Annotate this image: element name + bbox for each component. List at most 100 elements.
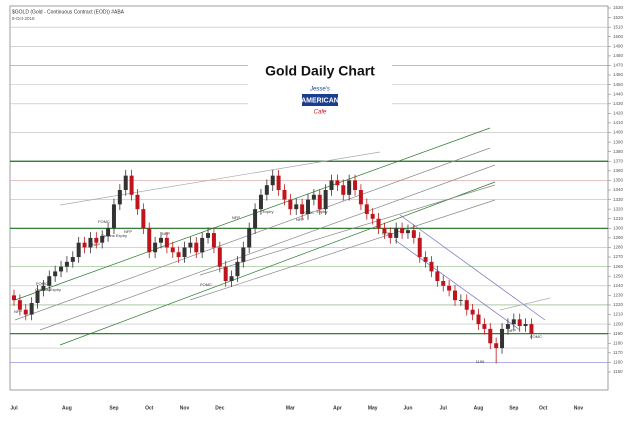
annotation: FOMC [98, 219, 110, 224]
candle-body [294, 204, 299, 210]
logo-band [302, 94, 338, 106]
logo-top: Jesse's [309, 87, 330, 93]
candle-body [370, 213, 375, 219]
candle-body [100, 235, 105, 243]
y-tick-label: 1170 [613, 350, 623, 355]
candle-body [429, 261, 434, 272]
x-tick-label: Dec [215, 405, 224, 411]
x-tick-label: Jun [404, 405, 413, 411]
candle-body [323, 190, 328, 210]
annotation: NFP [296, 217, 304, 222]
x-tick-label: Apr [333, 405, 342, 411]
candle-body [129, 175, 134, 195]
candle-body [47, 276, 52, 286]
candle-body [500, 328, 505, 349]
y-tick-label: 1320 [613, 206, 624, 211]
annotation: NFP [232, 215, 240, 220]
candle-body [476, 314, 481, 325]
y-tick-label: 1210 [613, 312, 624, 317]
x-tick-label: Sep [109, 405, 118, 411]
trend-channels [14, 127, 551, 346]
annotation: Options Expiry [35, 287, 61, 292]
annotation: NFP [162, 231, 170, 236]
y-tick-label: 1380 [613, 149, 624, 154]
chart-title: Gold Daily Chart [265, 63, 375, 79]
y-tick-label: 1160 [613, 360, 623, 365]
candle-body [282, 190, 287, 200]
x-tick-label: Sep [509, 405, 518, 411]
candle-body [417, 237, 422, 258]
candle-body [523, 324, 528, 327]
candle-body [106, 228, 111, 236]
candle-body [206, 233, 211, 238]
candle-body [470, 309, 475, 315]
candle-body [176, 252, 181, 258]
candle-body [164, 237, 169, 248]
annotation: FOMC [200, 282, 212, 287]
annotation: NFP [382, 231, 390, 236]
y-tick-label: 1240 [613, 283, 624, 288]
y-tick-label: 1180 [613, 340, 623, 345]
candle-body [517, 319, 522, 327]
y-tick-label: 1310 [613, 216, 624, 221]
candle-body [505, 324, 510, 329]
x-tick-label: Aug [474, 405, 484, 411]
candle-body [335, 180, 340, 186]
y-tick-label: 1220 [613, 302, 624, 307]
x-tick-label: Oct [539, 405, 548, 411]
candle-body [306, 199, 310, 214]
y-tick-label: 1460 [613, 72, 624, 77]
candle-body [258, 194, 263, 210]
candle-body [94, 237, 99, 243]
annotation: NFP [124, 229, 132, 234]
candle-body [488, 328, 493, 344]
x-tick-label: Aug [62, 405, 72, 411]
annotation: FOMC [302, 210, 314, 215]
y-tick-label: 1430 [613, 101, 624, 106]
candle-body [423, 257, 428, 262]
annotation: Options Expiry [101, 233, 127, 238]
y-tick-label: 1150 [613, 369, 623, 374]
y-tick-label: 1520 [613, 15, 624, 20]
candle-body [400, 228, 405, 234]
candle-body [82, 242, 87, 248]
y-tick-label: 1190 [613, 331, 623, 336]
annotation: FOMC [36, 281, 48, 286]
y-tick-label: 1470 [613, 63, 624, 68]
candle-body [482, 324, 487, 329]
title-box [248, 50, 392, 130]
candle-body [264, 185, 269, 195]
y-tick-label: 1230 [613, 293, 624, 298]
candle-body [41, 285, 46, 291]
y-tick-label: 1420 [613, 111, 624, 116]
candle-body [123, 175, 128, 190]
candle-body [382, 228, 387, 234]
x-tick-label: Jul [10, 405, 18, 411]
candle-body [329, 180, 334, 190]
candle-body [170, 247, 175, 253]
candle-body [311, 194, 316, 200]
y-tick-label: 1350 [613, 178, 624, 183]
candle-body [441, 281, 446, 286]
candle-body [464, 300, 469, 310]
y-tick-label: 1270 [613, 254, 624, 259]
y-tick-label: 1260 [613, 264, 624, 269]
y-tick-label: 1280 [613, 245, 624, 250]
y-tick-label: 1490 [613, 44, 624, 49]
candle-body [111, 204, 116, 229]
y-tick-label: 1300 [613, 226, 624, 231]
annotation: NFP [508, 328, 516, 333]
candle-body [159, 237, 163, 243]
y-tick-label: 1390 [613, 139, 624, 144]
candle-body [435, 271, 440, 281]
date-line: 9-Oct-2018 [12, 16, 35, 21]
candle-body [194, 242, 199, 253]
candle-body [411, 230, 416, 238]
candle-body [53, 271, 58, 277]
y-tick-label: 1290 [613, 235, 624, 240]
candle-body [358, 190, 363, 205]
x-tick-label: Mar [286, 405, 295, 411]
candle-body [353, 180, 358, 190]
candle-body [17, 300, 22, 310]
candle-body [35, 290, 40, 304]
